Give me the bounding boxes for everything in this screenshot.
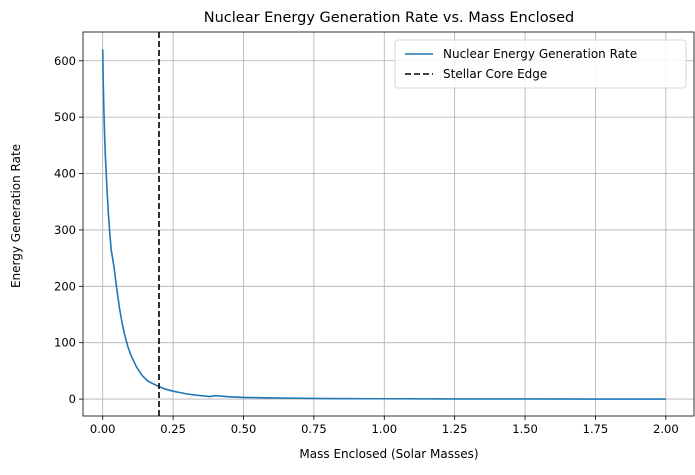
x-tick-label: 0.50 (231, 422, 257, 436)
x-tick-label: 1.50 (512, 422, 538, 436)
plot-area (101, 32, 666, 416)
axes: 0.00 0.25 0.50 0.75 1.00 1.25 1.50 1.75 2.00 0 100… (54, 31, 695, 436)
y-tick-label: 400 (54, 167, 76, 181)
y-tick-label: 300 (54, 223, 76, 237)
x-tick-label: 2.00 (653, 422, 679, 436)
y-tick-label: 500 (54, 110, 76, 124)
x-tick-label: 0.75 (301, 422, 327, 436)
legend-label: Stellar Core Edge (443, 67, 547, 81)
grid-lines (83, 32, 694, 416)
y-tick-label: 200 (54, 279, 76, 293)
x-tick-label: 1.00 (371, 422, 397, 436)
legend-label: Nuclear Energy Generation Rate (443, 47, 637, 61)
legend-box (394, 39, 687, 89)
x-tick-label: 0.25 (160, 422, 186, 436)
series-line-energy-rate (101, 49, 666, 400)
x-tick-label: 1.25 (442, 422, 468, 436)
x-axis-label: Mass Enclosed (Solar Masses) (299, 447, 478, 461)
x-tick-label: 0.00 (90, 422, 116, 436)
plot-frame (82, 31, 695, 417)
y-tick-label: 100 (54, 336, 76, 350)
legend: Nuclear Energy Generation Rate Stellar Co… (394, 39, 687, 89)
y-tick-label: 600 (54, 54, 76, 68)
x-tick-label: 1.75 (583, 422, 609, 436)
y-axis-label: Energy Generation Rate (9, 144, 23, 288)
chart-title: Nuclear Energy Generation Rate vs. Mass … (204, 10, 575, 26)
y-tick-label: 0 (69, 392, 76, 406)
